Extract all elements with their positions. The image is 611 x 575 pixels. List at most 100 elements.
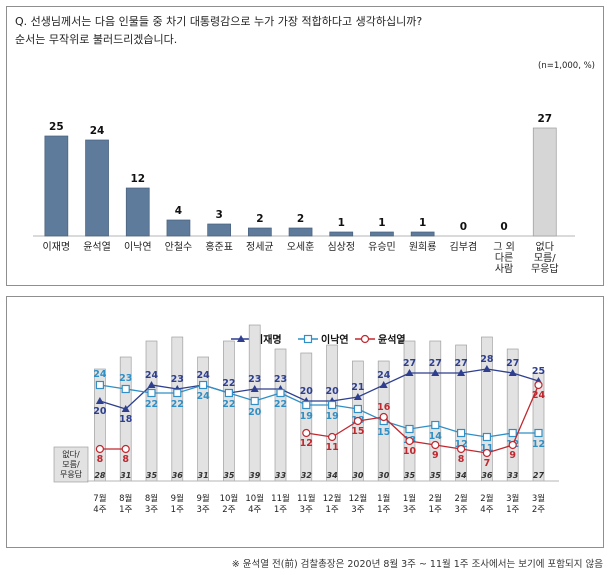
series-point-1 — [276, 388, 285, 398]
series-value-label: 21 — [351, 382, 364, 393]
bar-value-label: 2 — [256, 213, 263, 225]
series-value-label: 22 — [145, 399, 158, 410]
bar-category-label: 유승민 — [368, 241, 396, 253]
undecided-legend-box — [53, 446, 89, 483]
series-point-1 — [328, 400, 337, 410]
bar-value-label: 2 — [297, 213, 304, 225]
x-tick-label: 3월 1주 — [506, 493, 519, 515]
undecided-value-label: 35 — [404, 471, 416, 480]
x-tick-label: 10월 4주 — [245, 493, 264, 515]
series-value-label: 12 — [532, 439, 545, 450]
series-point-1 — [250, 396, 259, 406]
bar-value-label: 0 — [460, 221, 467, 233]
series-value-label: 20 — [300, 386, 314, 397]
bar-category-label: 오세훈 — [287, 240, 315, 253]
bar-category-label: 그 외 다른 사람 — [493, 241, 515, 275]
series-value-label: 24 — [93, 369, 107, 380]
series-point-2 — [508, 440, 517, 450]
unit-note: (n=1,000, %) — [538, 61, 595, 71]
bar-category-label: 이재명 — [43, 241, 71, 253]
series-point-0 — [147, 381, 156, 388]
undecided-value-label: 28 — [94, 471, 106, 480]
x-tick-label: 1월 1주 — [377, 493, 390, 515]
bar-category-label: 김부겸 — [450, 241, 478, 253]
bar-1 — [85, 139, 109, 237]
series-point-2 — [534, 380, 543, 390]
series-point-0 — [431, 369, 440, 376]
bar-category-label: 심상정 — [327, 241, 355, 253]
series-value-label: 14 — [429, 431, 443, 442]
bar-3 — [166, 219, 191, 237]
undecided-value-label: 27 — [533, 471, 545, 480]
bar-2 — [125, 187, 150, 237]
undecided-value-label: 33 — [507, 471, 519, 480]
bar-chart: 25 이재명 24 윤석열 12 이낙연 4 안철수 3 홍준표 2 정세균 2 오세훈 1 심상정 1 유승민 1… — [33, 113, 575, 275]
x-tick-label: 1월 3주 — [403, 493, 416, 515]
bar-12 — [532, 127, 557, 237]
x-tick-label: 2월 3주 — [454, 493, 467, 515]
series-point-1 — [482, 432, 491, 442]
series-value-label: 8 — [458, 454, 465, 465]
bar-value-label: 1 — [419, 217, 426, 229]
x-tick-label: 2월 4주 — [480, 493, 493, 515]
bar-9 — [410, 231, 435, 237]
series-value-label: 19 — [300, 411, 313, 422]
series-value-label: 16 — [377, 402, 391, 413]
series-value-label: 27 — [403, 358, 416, 369]
series-value-label: 11 — [480, 443, 493, 454]
series-value-label: 22 — [222, 378, 235, 389]
undecided-bar-2 — [145, 340, 158, 482]
question-text: Q. 선생님께서는 다음 인물들 중 차기 대통령감으로 누가 가장 적합하다고… — [15, 13, 422, 49]
bar-6 — [288, 227, 313, 237]
trend-panel: 이재명 이낙연 윤석열 28 31 35 36 31 35 39 33 32 34 30 30 35 35 34 3… — [6, 296, 604, 548]
bar-value-label: 24 — [90, 125, 105, 137]
x-tick-label: 3월 2주 — [532, 493, 545, 515]
series-value-label: 23 — [119, 373, 132, 384]
x-tick-label: 11월 3주 — [297, 493, 316, 515]
footnote: ※ 윤석열 전(前) 검찰총장은 2020년 8월 3주 ~ 11월 1주 조사… — [231, 559, 603, 570]
series-point-2 — [353, 416, 362, 426]
undecided-value-label: 33 — [275, 471, 287, 480]
legend-marker-0 — [237, 335, 245, 342]
series-value-label: 11 — [325, 442, 338, 453]
series-value-label: 19 — [325, 411, 338, 422]
candidate-preference-panel: Q. 선생님께서는 다음 인물들 중 차기 대통령감으로 누가 가장 적합하다고… — [6, 6, 604, 286]
bar-category-label: 윤석열 — [83, 241, 111, 253]
undecided-value-label: 35 — [430, 471, 442, 480]
series-point-2 — [405, 436, 414, 446]
x-tick-label: 10월 2주 — [220, 493, 239, 515]
bar-value-label: 12 — [130, 173, 145, 185]
undecided-bar-7 — [274, 348, 287, 482]
series-value-label: 15 — [377, 427, 390, 438]
series-value-label: 9 — [509, 450, 516, 461]
series-point-1 — [431, 420, 440, 430]
series-point-1 — [508, 428, 517, 438]
bar-value-label: 0 — [500, 221, 507, 233]
series-value-label: 8 — [97, 454, 104, 465]
bar-value-label: 3 — [215, 209, 222, 221]
series-value-label: 24 — [532, 390, 546, 401]
bar-category-label: 이낙연 — [124, 241, 152, 253]
series-point-2 — [95, 444, 105, 454]
series-value-label: 20 — [325, 386, 339, 397]
series-point-0 — [482, 365, 491, 372]
series-value-label: 27 — [429, 358, 442, 369]
bar-category-label: 정세균 — [246, 241, 274, 253]
series-value-label: 24 — [196, 370, 210, 381]
series-line-1-0 — [99, 384, 539, 438]
bar-7 — [329, 231, 354, 237]
series-point-2 — [431, 440, 440, 450]
series-point-0 — [405, 369, 414, 376]
series-point-0 — [353, 393, 362, 400]
bar-category-label: 없다 모름/무응답 — [531, 240, 559, 275]
series-value-label: 22 — [222, 399, 235, 410]
series-point-1 — [147, 388, 156, 398]
series-point-1 — [121, 384, 130, 394]
undecided-value-label: 34 — [327, 471, 339, 480]
series-value-label: 23 — [248, 374, 261, 385]
series-point-2 — [457, 444, 466, 454]
series-point-1 — [302, 400, 311, 410]
bar-value-label: 1 — [338, 217, 345, 229]
series-value-label: 10 — [403, 446, 417, 457]
undecided-value-label: 36 — [172, 471, 184, 480]
